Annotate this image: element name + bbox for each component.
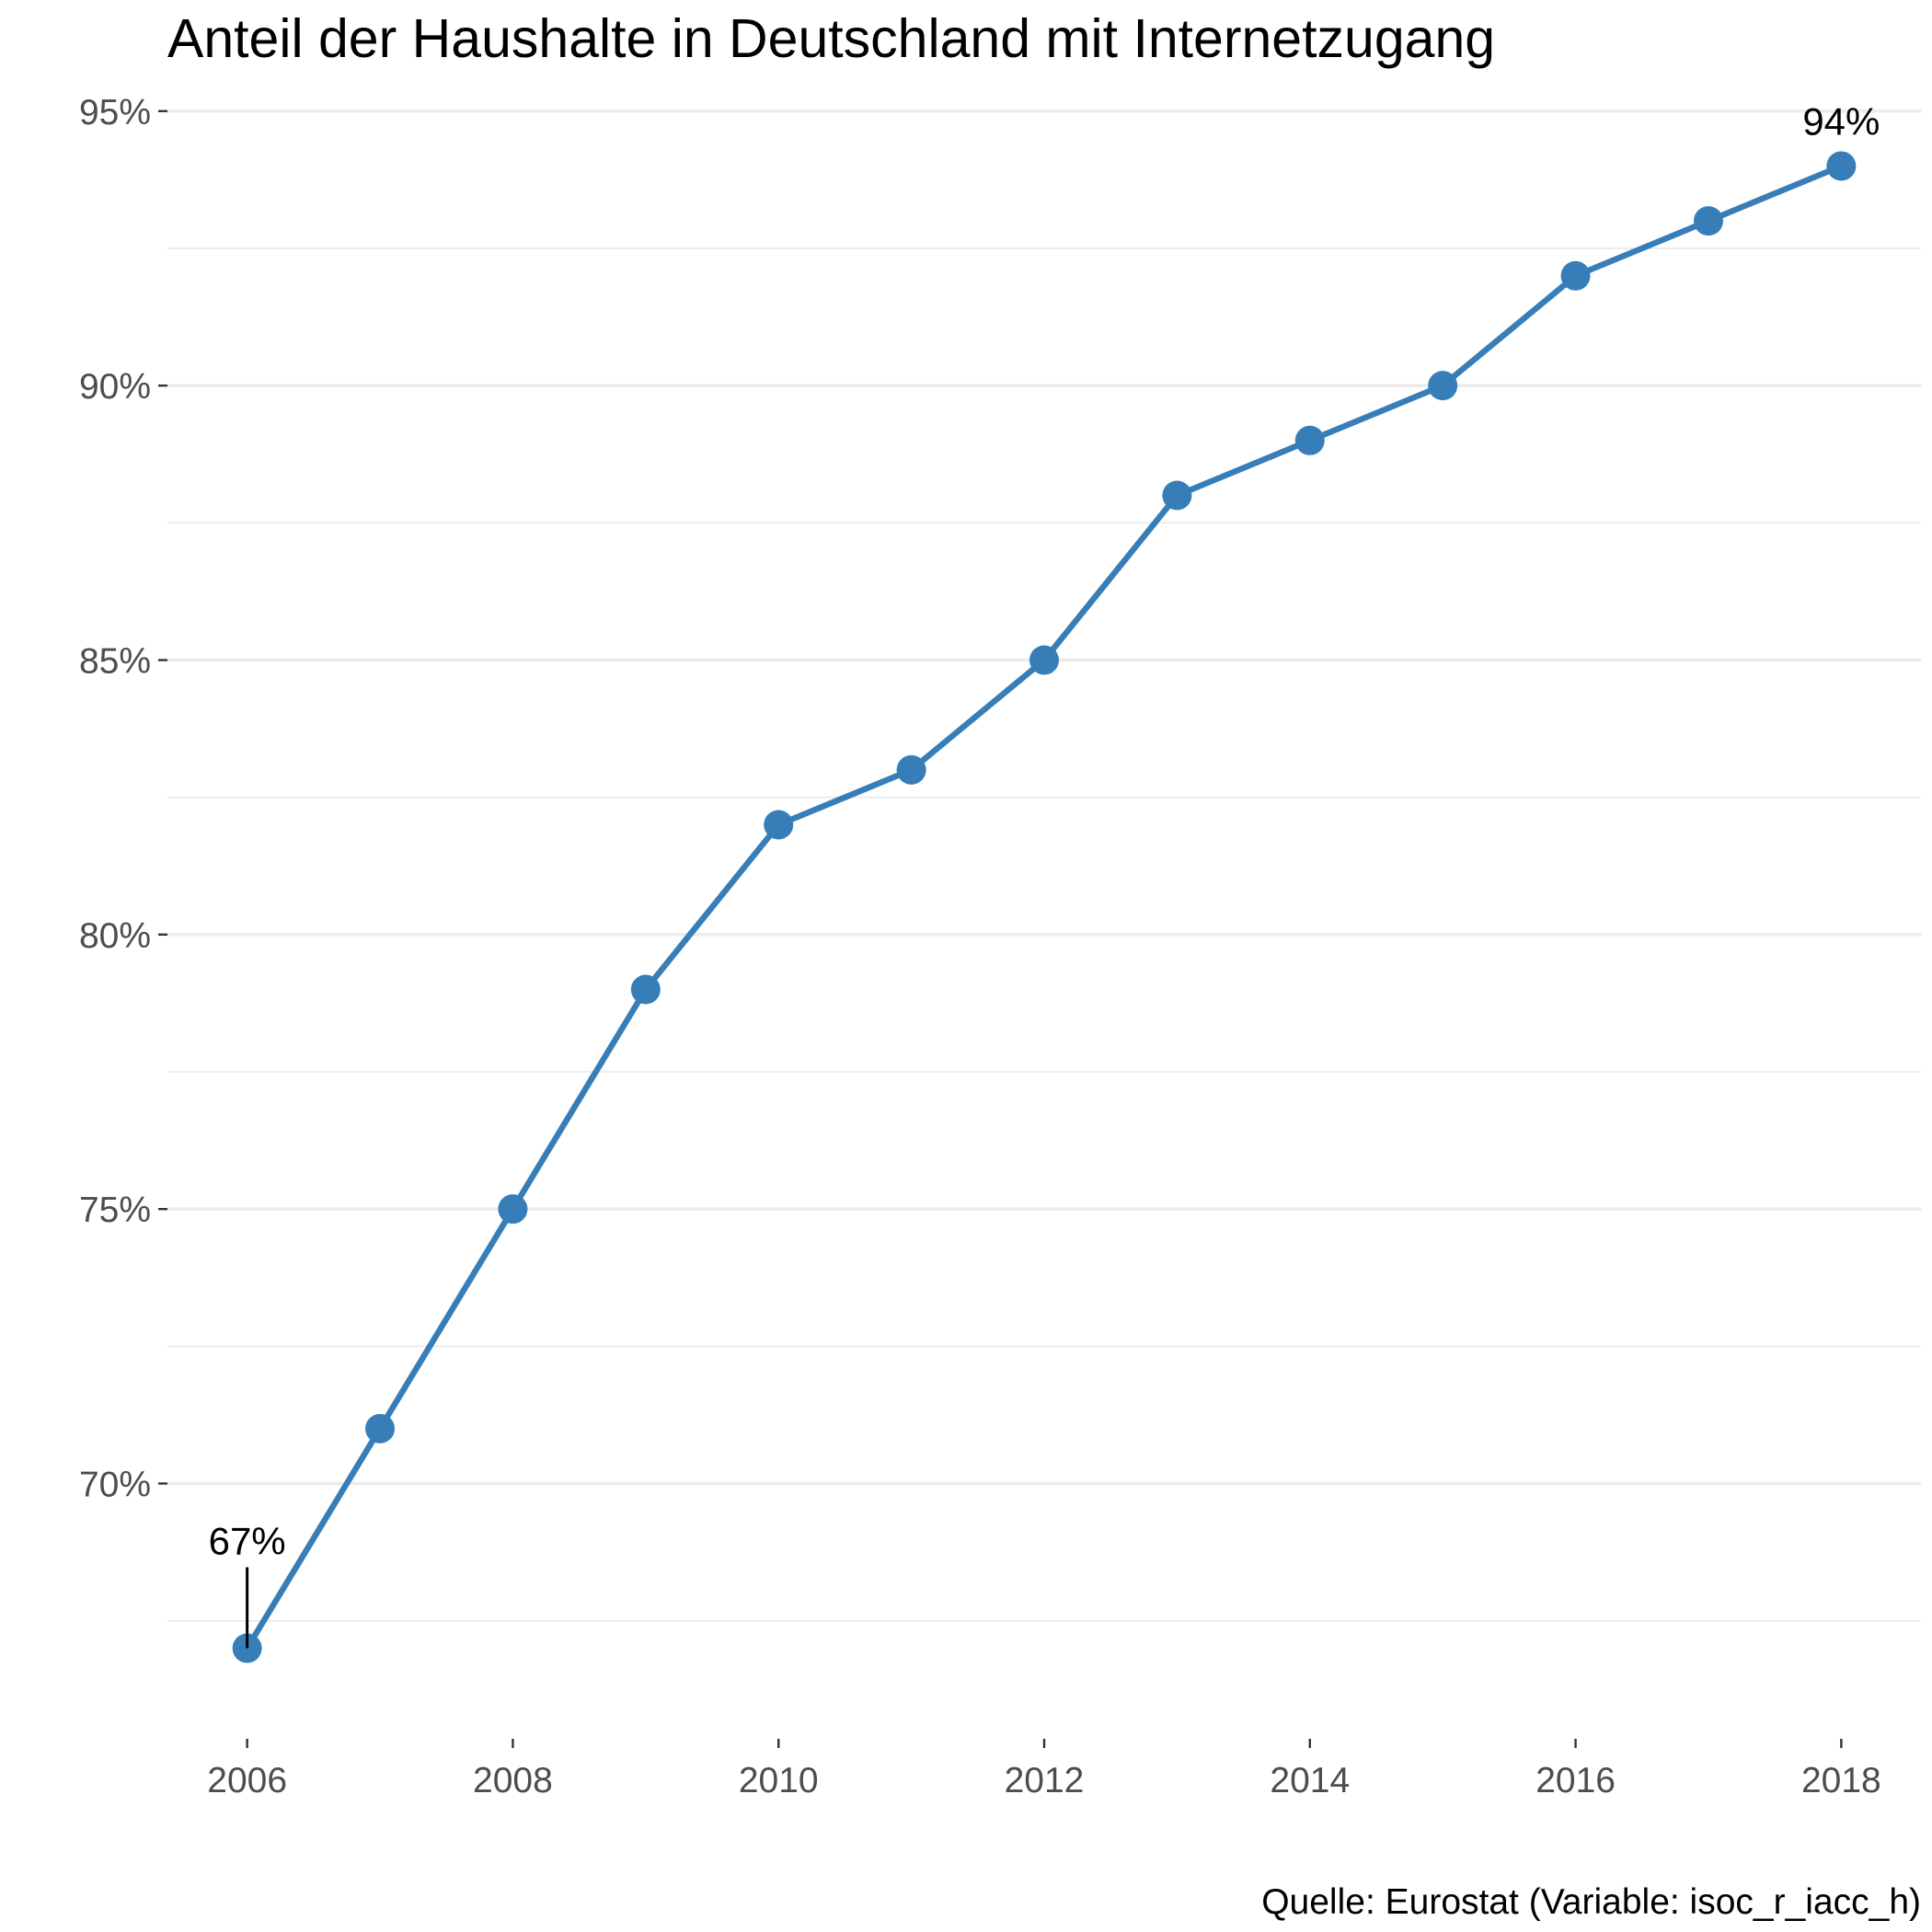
data-point-2007 [365,1413,396,1443]
data-point-2008 [498,1194,528,1225]
y-tick-label-3: 85% [79,641,151,681]
data-point-2016 [1560,260,1591,291]
data-point-2012 [1029,645,1059,675]
y-tick-label-2: 80% [79,916,151,956]
chart-title: Anteil der Haushalte in Deutschland mit … [167,8,1495,69]
x-tick-label-5: 2016 [1535,1761,1616,1800]
x-tick-label-4: 2014 [1270,1761,1350,1800]
y-tick-label-1: 75% [79,1190,151,1230]
data-point-2018 [1826,151,1857,181]
data-label-2018: 94% [1802,99,1880,143]
data-point-2009 [630,974,661,1005]
data-point-2017 [1693,206,1723,236]
data-point-2014 [1294,425,1325,455]
x-tick-label-6: 2018 [1801,1761,1881,1800]
x-tick-label-0: 2006 [207,1761,287,1800]
chart-caption: Quelle: Eurostat (Variable: isoc_r_iacc_… [1261,1882,1921,1922]
gridlines [167,109,1921,1622]
data-point-2015 [1428,371,1458,401]
data-point-2011 [896,754,926,785]
series-line-0 [244,163,1845,1651]
x-tick-label-3: 2012 [1005,1761,1085,1800]
data-point-2010 [764,810,794,840]
data-label-2006: 67% [209,1520,286,1563]
x-tick-label-1: 2008 [473,1761,553,1800]
y-tick-label-4: 90% [79,367,151,407]
axes: 70% 75% 80% 85% 90% 95% 2006 2008 2010 2012 2014 20… [79,93,1881,1800]
data-series [232,151,1857,1663]
x-tick-label-2: 2010 [739,1761,819,1800]
y-tick-label-5: 95% [79,93,151,132]
data-point-2013 [1162,480,1192,511]
y-tick-label-0: 70% [79,1466,151,1505]
annotations: 67% 94% [209,99,1880,1649]
